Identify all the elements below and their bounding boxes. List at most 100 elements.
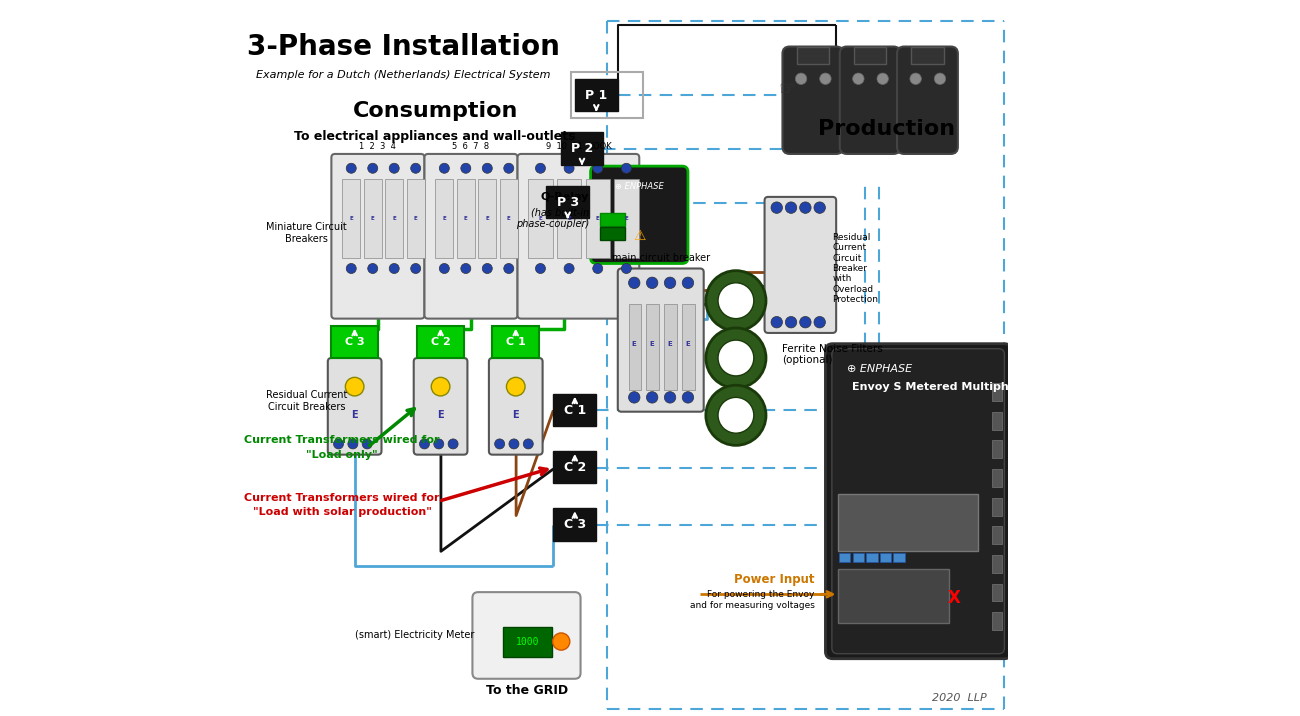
Circle shape bbox=[411, 263, 421, 274]
Text: Power Input: Power Input bbox=[734, 574, 815, 586]
Circle shape bbox=[718, 397, 754, 433]
Bar bbox=[575, 79, 618, 111]
Bar bbox=[893, 553, 905, 562]
Circle shape bbox=[682, 277, 694, 289]
Bar bbox=[556, 179, 581, 258]
Circle shape bbox=[536, 163, 546, 173]
Circle shape bbox=[800, 316, 811, 328]
Text: "Load only": "Load only" bbox=[307, 450, 378, 460]
Text: Q-Relay: Q-Relay bbox=[541, 192, 589, 202]
Text: E: E bbox=[624, 216, 628, 221]
Bar bbox=[554, 394, 597, 426]
Bar bbox=[682, 304, 696, 390]
Circle shape bbox=[439, 163, 450, 173]
Bar bbox=[436, 179, 454, 258]
Bar bbox=[528, 179, 552, 258]
Circle shape bbox=[706, 385, 766, 445]
Bar bbox=[407, 179, 425, 258]
Bar bbox=[599, 213, 625, 226]
Circle shape bbox=[820, 73, 831, 84]
Bar bbox=[342, 179, 360, 258]
Text: E: E bbox=[442, 216, 446, 221]
Text: 9  10  11  KOOK: 9 10 11 KOOK bbox=[546, 142, 611, 151]
Text: C 3: C 3 bbox=[344, 337, 364, 347]
Text: E: E bbox=[464, 216, 468, 221]
FancyBboxPatch shape bbox=[413, 358, 468, 455]
FancyBboxPatch shape bbox=[783, 47, 844, 154]
FancyBboxPatch shape bbox=[472, 592, 581, 679]
FancyBboxPatch shape bbox=[897, 47, 958, 154]
Circle shape bbox=[935, 73, 945, 84]
Text: E: E bbox=[370, 216, 374, 221]
Circle shape bbox=[504, 163, 514, 173]
FancyBboxPatch shape bbox=[840, 47, 901, 154]
Bar bbox=[571, 72, 642, 118]
Circle shape bbox=[363, 439, 372, 449]
Text: C 1: C 1 bbox=[506, 337, 525, 347]
Text: C 2: C 2 bbox=[430, 337, 450, 347]
Text: ⚠: ⚠ bbox=[633, 229, 646, 243]
Text: E: E bbox=[538, 216, 542, 221]
Text: C 3: C 3 bbox=[564, 518, 586, 531]
Text: E: E bbox=[350, 216, 354, 221]
Text: ⊕ ENPHASE: ⊕ ENPHASE bbox=[846, 364, 913, 374]
Bar bbox=[364, 179, 382, 258]
Text: 3-Phase Installation: 3-Phase Installation bbox=[247, 32, 559, 61]
Text: Miniature Circuit
Breakers: Miniature Circuit Breakers bbox=[266, 222, 347, 243]
Bar bbox=[417, 326, 464, 358]
Bar bbox=[992, 383, 1001, 401]
Bar bbox=[585, 179, 610, 258]
Text: Envoy S Metered Multiphase: Envoy S Metered Multiphase bbox=[852, 382, 1031, 392]
FancyBboxPatch shape bbox=[618, 268, 703, 412]
Text: (has built-in
phase-coupler): (has built-in phase-coupler) bbox=[516, 208, 589, 229]
Circle shape bbox=[593, 263, 603, 274]
Text: Current Transformers wired for: Current Transformers wired for bbox=[244, 435, 439, 445]
Circle shape bbox=[432, 377, 450, 396]
Circle shape bbox=[439, 263, 450, 274]
Text: C 2: C 2 bbox=[564, 461, 586, 474]
Text: ☞: ☞ bbox=[779, 80, 796, 99]
Circle shape bbox=[508, 439, 519, 449]
Bar bbox=[838, 569, 949, 623]
Circle shape bbox=[814, 316, 826, 328]
FancyBboxPatch shape bbox=[517, 154, 640, 319]
Circle shape bbox=[524, 439, 533, 449]
Circle shape bbox=[346, 163, 356, 173]
Text: E: E bbox=[437, 410, 443, 420]
Circle shape bbox=[621, 263, 632, 274]
Circle shape bbox=[434, 439, 443, 449]
Bar bbox=[385, 179, 403, 258]
Circle shape bbox=[346, 263, 356, 274]
FancyBboxPatch shape bbox=[328, 358, 381, 455]
Text: To electrical appliances and wall-outlets: To electrical appliances and wall-outlet… bbox=[295, 130, 576, 142]
Circle shape bbox=[564, 163, 575, 173]
Circle shape bbox=[646, 392, 658, 403]
Text: E: E bbox=[650, 341, 654, 347]
Text: 5  6  7  8: 5 6 7 8 bbox=[452, 142, 490, 151]
FancyBboxPatch shape bbox=[332, 154, 425, 319]
FancyBboxPatch shape bbox=[489, 358, 542, 455]
FancyBboxPatch shape bbox=[764, 197, 836, 333]
Circle shape bbox=[800, 202, 811, 213]
Bar bbox=[614, 179, 638, 258]
Circle shape bbox=[814, 202, 826, 213]
Circle shape bbox=[796, 73, 807, 84]
FancyBboxPatch shape bbox=[826, 344, 1011, 659]
Circle shape bbox=[368, 263, 378, 274]
Text: main circuit breaker: main circuit breaker bbox=[612, 253, 710, 263]
Circle shape bbox=[482, 163, 493, 173]
Circle shape bbox=[482, 263, 493, 274]
Bar bbox=[854, 47, 887, 64]
Text: C 1: C 1 bbox=[564, 404, 586, 417]
FancyBboxPatch shape bbox=[832, 349, 1005, 654]
Circle shape bbox=[785, 202, 797, 213]
Circle shape bbox=[448, 439, 458, 449]
Text: Consumption: Consumption bbox=[352, 101, 517, 121]
Text: Current Transformers wired for: Current Transformers wired for bbox=[244, 493, 439, 503]
Circle shape bbox=[621, 163, 632, 173]
Circle shape bbox=[785, 316, 797, 328]
Text: E: E bbox=[351, 410, 358, 420]
Bar bbox=[992, 412, 1001, 430]
Bar bbox=[992, 498, 1001, 516]
Circle shape bbox=[494, 439, 504, 449]
